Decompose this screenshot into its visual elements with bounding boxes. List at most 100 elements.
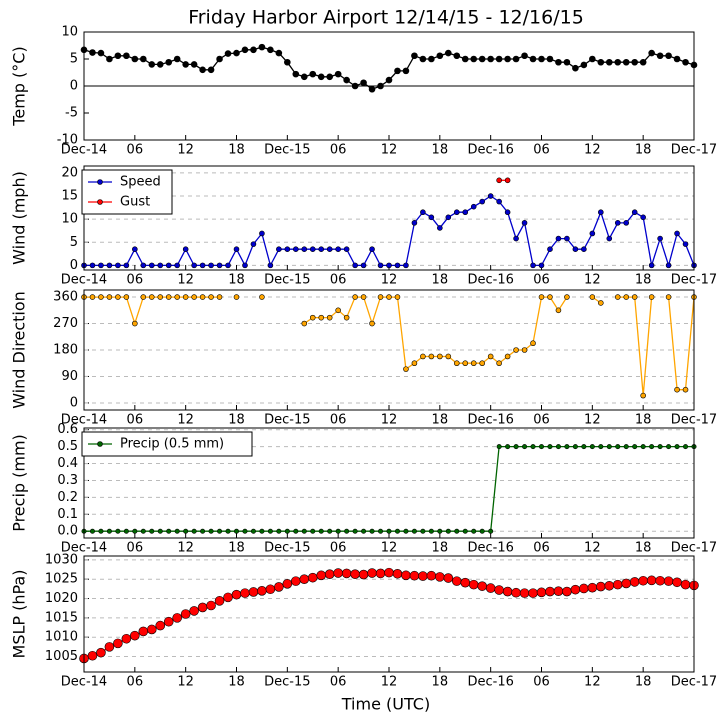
data-point xyxy=(98,528,104,534)
data-point xyxy=(403,528,409,534)
data-point xyxy=(378,528,384,534)
data-point xyxy=(377,82,384,90)
y-tick-label: 0.4 xyxy=(57,456,78,471)
data-point xyxy=(182,294,189,300)
data-point xyxy=(674,444,680,450)
x-tick-label: 18 xyxy=(635,541,652,556)
data-point xyxy=(123,294,130,300)
x-tick-label: 18 xyxy=(228,143,245,158)
x-tick-label: Dec-15 xyxy=(264,675,310,690)
data-point xyxy=(580,61,588,69)
data-point xyxy=(394,262,401,269)
data-point xyxy=(157,294,164,300)
data-point xyxy=(478,55,486,63)
data-point xyxy=(403,262,409,269)
data-point xyxy=(409,570,420,581)
y-tick-label: 0 xyxy=(70,395,78,410)
data-point xyxy=(377,262,384,269)
data-point xyxy=(394,528,400,534)
y-tick-label: 1025 xyxy=(45,572,78,587)
data-point xyxy=(418,571,428,581)
data-point xyxy=(242,528,248,534)
data-point xyxy=(182,61,189,68)
data-point xyxy=(326,73,333,81)
data-point xyxy=(530,262,536,269)
data-point xyxy=(384,567,394,578)
data-point xyxy=(665,52,672,60)
data-point xyxy=(547,246,553,252)
x-tick-label: 18 xyxy=(228,675,245,690)
data-point xyxy=(428,528,434,534)
data-point xyxy=(572,444,578,450)
data-point xyxy=(250,528,256,534)
data-point xyxy=(623,294,630,300)
x-tick-label: 06 xyxy=(533,143,550,158)
data-point xyxy=(309,70,317,78)
data-point xyxy=(174,262,180,269)
x-tick-label: 12 xyxy=(584,143,601,158)
data-point xyxy=(310,528,316,534)
y-tick-label: -10 xyxy=(57,133,78,148)
data-point xyxy=(166,528,172,534)
data-point xyxy=(435,572,445,582)
data-point xyxy=(657,235,663,242)
data-point xyxy=(358,569,369,580)
data-point xyxy=(682,386,689,393)
y-tick-label: 15 xyxy=(61,189,78,204)
data-point xyxy=(360,294,367,300)
data-point xyxy=(631,294,638,300)
data-point xyxy=(657,444,663,450)
data-point xyxy=(225,262,231,269)
data-point xyxy=(115,294,121,300)
data-point xyxy=(318,528,324,534)
data-point xyxy=(428,353,435,360)
data-point xyxy=(428,55,435,63)
x-tick-label: 06 xyxy=(330,273,347,288)
data-point xyxy=(411,220,418,226)
data-point xyxy=(479,198,485,205)
x-tick-label: 18 xyxy=(432,675,449,690)
data-point xyxy=(648,294,655,300)
data-point xyxy=(672,577,682,588)
data-point xyxy=(461,55,469,63)
x-tick-label: Dec-15 xyxy=(264,273,310,288)
data-point xyxy=(445,49,452,57)
data-point xyxy=(570,584,581,595)
y-tick-label: 180 xyxy=(53,343,78,358)
data-point xyxy=(621,578,632,589)
data-point xyxy=(115,528,121,534)
data-point xyxy=(189,606,199,616)
data-point xyxy=(301,320,308,327)
data-point xyxy=(538,294,545,300)
x-tick-label: Dec-15 xyxy=(264,413,310,428)
data-point xyxy=(114,52,122,60)
data-point xyxy=(631,58,638,66)
data-point xyxy=(115,262,121,269)
data-point xyxy=(648,49,655,57)
plot-frame xyxy=(83,165,695,271)
data-point xyxy=(682,241,689,247)
data-point xyxy=(148,294,155,300)
data-point xyxy=(629,577,640,587)
data-point xyxy=(538,262,545,269)
data-point xyxy=(293,528,299,534)
data-point xyxy=(386,294,392,300)
data-point xyxy=(606,444,612,450)
x-tick-label: 18 xyxy=(432,413,449,428)
data-point xyxy=(411,360,418,367)
data-point xyxy=(562,586,572,597)
data-point xyxy=(665,262,672,269)
x-tick-label: 18 xyxy=(432,541,449,556)
data-point xyxy=(521,347,528,353)
data-point xyxy=(420,209,426,216)
x-tick-label: 12 xyxy=(177,273,194,288)
data-point xyxy=(225,528,231,534)
data-point xyxy=(157,528,163,534)
data-point xyxy=(293,246,299,252)
data-point xyxy=(208,262,214,269)
data-point xyxy=(555,307,562,314)
x-tick-label: 12 xyxy=(381,413,398,428)
data-point xyxy=(301,246,308,252)
data-point xyxy=(360,79,367,87)
data-point xyxy=(564,444,570,450)
